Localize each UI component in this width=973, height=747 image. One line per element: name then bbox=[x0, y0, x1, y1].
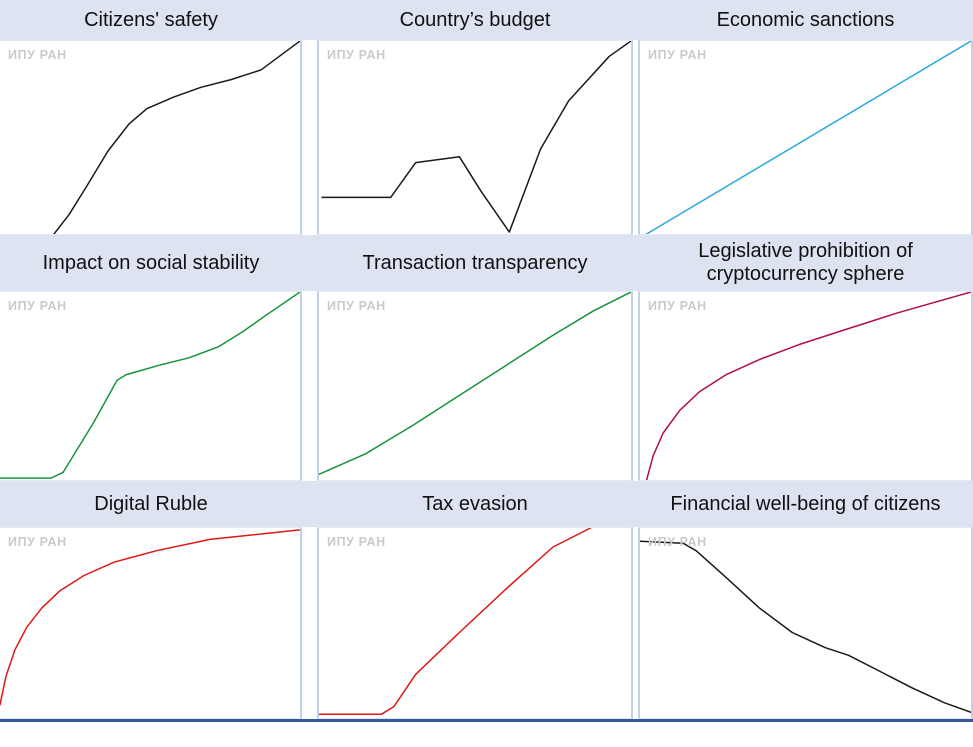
watermark-text: ИПУ РАН bbox=[648, 299, 707, 313]
line-chart-economic-sanctions bbox=[640, 41, 971, 234]
title-band-2: Impact on social stability Transaction t… bbox=[0, 235, 973, 291]
line-series bbox=[322, 41, 631, 232]
line-chart-citizens-safety bbox=[0, 41, 300, 234]
line-chart-tax-evasion bbox=[319, 528, 631, 718]
chart-title-digital-ruble: Digital Ruble bbox=[94, 492, 208, 515]
line-chart-digital-ruble bbox=[0, 528, 300, 718]
chart-row-1: Citizens' safety Country’s budget Econom… bbox=[0, 0, 973, 235]
watermark-text: ИПУ РАН bbox=[327, 299, 386, 313]
watermark-text: ИПУ РАН bbox=[327, 48, 386, 62]
title-band-3: Digital Ruble Tax evasion Financial well… bbox=[0, 481, 973, 527]
chart-panel-transaction-transparency: ИПУ РАН bbox=[317, 291, 633, 481]
chart-title-transaction-transparency: Transaction transparency bbox=[362, 251, 588, 274]
chart-title-legislative-prohibition: Legislative prohibition of cryptocurrenc… bbox=[698, 240, 913, 285]
chart-panel-economic-sanctions: ИПУ РАН bbox=[638, 40, 973, 235]
line-series bbox=[647, 292, 971, 480]
line-series bbox=[640, 541, 971, 712]
chart-title-financial-wellbeing: Financial well-being of citizens bbox=[670, 492, 941, 515]
chart-panel-citizens-safety: ИПУ РАН bbox=[0, 40, 302, 235]
line-series bbox=[319, 528, 590, 714]
line-series bbox=[319, 292, 631, 474]
chart-panel-social-stability: ИПУ РАН bbox=[0, 291, 302, 481]
line-chart-legislative-prohibition bbox=[640, 292, 971, 480]
title-band-1: Citizens' safety Country’s budget Econom… bbox=[0, 0, 973, 40]
line-series bbox=[54, 41, 300, 234]
chart-panel-tax-evasion: ИПУ РАН bbox=[317, 527, 633, 719]
chart-panel-legislative-prohibition: ИПУ РАН bbox=[638, 291, 973, 481]
watermark-text: ИПУ РАН bbox=[8, 535, 67, 549]
plots-row-3: ИПУ РАН ИПУ РАН ИПУ РАН bbox=[0, 527, 973, 719]
chart-panel-country-budget: ИПУ РАН bbox=[317, 40, 633, 235]
line-chart-social-stability bbox=[0, 292, 300, 480]
line-chart-country-budget bbox=[319, 41, 631, 234]
watermark-text: ИПУ РАН bbox=[8, 48, 67, 62]
plots-row-1: ИПУ РАН ИПУ РАН ИПУ РАН bbox=[0, 40, 973, 235]
chart-title-country-budget: Country’s budget bbox=[399, 8, 551, 31]
bottom-frame-line bbox=[0, 719, 973, 722]
watermark-text: ИПУ РАН bbox=[648, 48, 707, 62]
chart-row-2: Impact on social stability Transaction t… bbox=[0, 235, 973, 481]
bottom-margin bbox=[0, 722, 973, 747]
watermark-text: ИПУ РАН bbox=[8, 299, 67, 313]
watermark-text: ИПУ РАН bbox=[327, 535, 386, 549]
line-series bbox=[647, 41, 971, 234]
chart-title-citizens-safety: Citizens' safety bbox=[84, 8, 218, 31]
plots-row-2: ИПУ РАН ИПУ РАН ИПУ РАН bbox=[0, 291, 973, 481]
chart-title-economic-sanctions: Economic sanctions bbox=[716, 8, 895, 31]
chart-row-3: Digital Ruble Tax evasion Financial well… bbox=[0, 481, 973, 719]
line-series bbox=[0, 292, 300, 478]
line-chart-financial-wellbeing bbox=[640, 528, 971, 718]
chart-title-social-stability: Impact on social stability bbox=[42, 251, 260, 274]
watermark-text: ИПУ РАН bbox=[648, 535, 707, 549]
chart-panel-digital-ruble: ИПУ РАН bbox=[0, 527, 302, 719]
chart-panel-financial-wellbeing: ИПУ РАН bbox=[638, 527, 973, 719]
line-chart-transaction-transparency bbox=[319, 292, 631, 480]
line-series bbox=[0, 530, 300, 705]
chart-title-tax-evasion: Tax evasion bbox=[422, 492, 528, 515]
